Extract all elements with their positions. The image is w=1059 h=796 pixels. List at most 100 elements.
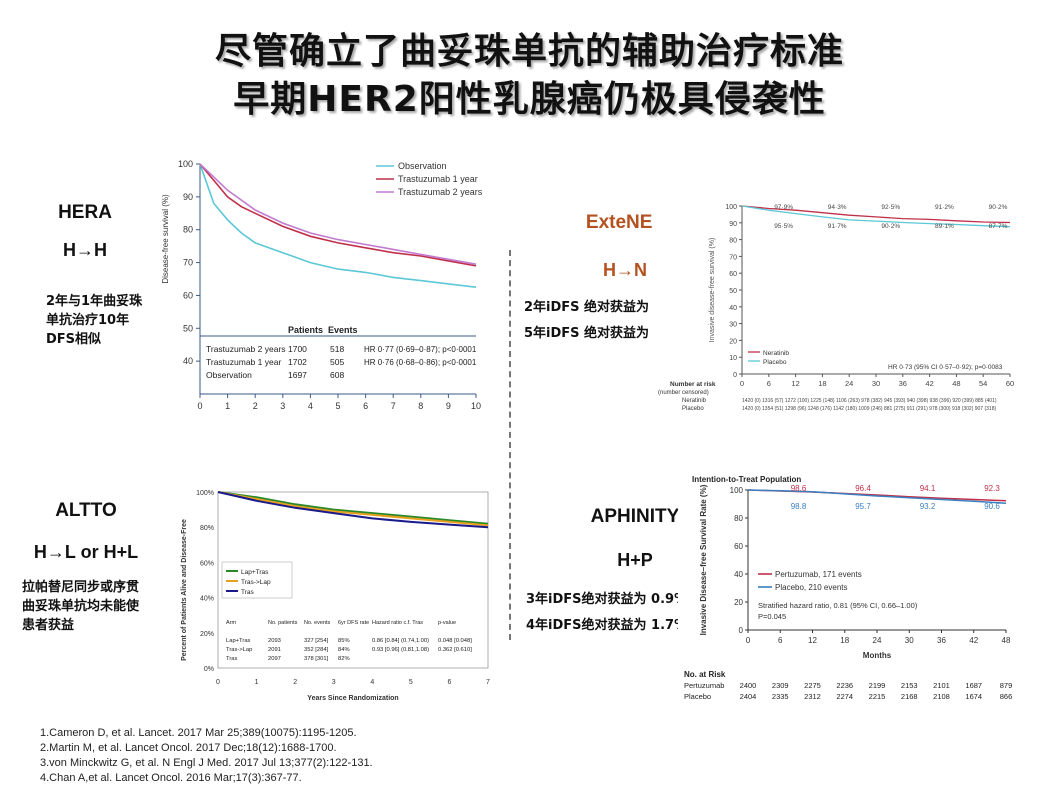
altto-table-cell: 84%: [338, 647, 350, 653]
altto-table-cell: Lap+Tras: [226, 638, 251, 644]
hera-table-patients: 1697: [288, 370, 307, 380]
aphinity-x-tick-label: 6: [778, 636, 783, 645]
extenet-placebo-value: 95·5%: [774, 223, 793, 230]
extenet-hr-text: HR 0·73 (95% CI 0·57–0·92); p=0·0083: [888, 364, 1003, 371]
extenet-risk-title: Number at risk: [670, 381, 716, 388]
hera-x-tick-label: 5: [335, 401, 340, 411]
hera-y-tick-label: 90: [183, 192, 193, 202]
altto-table-header: p-value: [438, 620, 456, 626]
extenet-chart-bg: [652, 194, 1032, 426]
hera-table-events: 505: [330, 357, 344, 367]
extenet-legend-label: Neratinib: [763, 350, 789, 357]
hera-y-axis-label: Disease-free survival (%): [161, 194, 170, 284]
hera-y-tick-label: 60: [183, 290, 193, 300]
aphinity-note-2: 4年iDFS绝对获益为 1.7%: [526, 618, 688, 633]
hera-label: HERA: [58, 202, 112, 223]
reference-item: 1.Cameron D, et al. Lancet. 2017 Mar 25;…: [40, 727, 357, 739]
altto-x-tick-label: 1: [255, 679, 259, 686]
hera-x-tick-label: 9: [446, 401, 451, 411]
extenet-neratinib-value: 90·2%: [989, 204, 1008, 211]
extenet-risk-label: Neratinib: [682, 398, 707, 404]
aphinity-legend-label: Pertuzumab, 171 events: [775, 570, 862, 579]
altto-x-tick-label: 0: [216, 679, 220, 686]
hera-x-tick-label: 2: [253, 401, 258, 411]
aphinity-label: APHINITY: [590, 506, 680, 527]
hera-series-line: [199, 163, 477, 265]
hera-x-tick-label: 0: [197, 401, 202, 411]
extenet-risk-subtitle: (number censored): [658, 390, 709, 396]
references: 1.Cameron D, et al. Lancet. 2017 Mar 25;…: [40, 726, 373, 786]
extenet-neratinib-value: 97·9%: [774, 204, 793, 211]
hera-table-events: 608: [330, 370, 344, 380]
hera-series-line: [199, 163, 477, 288]
extenet-chart: 0 10 20 30 40 50 60 70 80 90 100 0 6 12 18 24 30 36 42 48 54…: [652, 194, 1032, 426]
aphinity-chart: Intention-to-Treat Population02040608010…: [678, 470, 1028, 708]
hera-series-line: [199, 163, 477, 267]
extenet-x-tick-label: 12: [791, 379, 799, 388]
aphinity-x-tick-label: 0: [746, 636, 751, 645]
hera-legend-label: Trastuzumab 1 year: [398, 174, 478, 184]
hera-table-arm: Observation: [206, 370, 252, 380]
aphinity-arm: H+P: [617, 550, 653, 570]
altto-table-cell: 2097: [268, 656, 281, 662]
aphinity-risk-value: 2400: [740, 681, 757, 690]
altto-legend-label: Tras->Lap: [241, 579, 271, 586]
altto-x-tick-label: 6: [447, 679, 451, 686]
extenet-neratinib-value: 94·3%: [828, 204, 847, 211]
extenet-x-tick-label: 24: [845, 379, 853, 388]
hera-arm: H→H: [63, 240, 107, 260]
altto-y-tick-label: 100%: [196, 490, 214, 497]
altto-table-cell: 85%: [338, 638, 350, 644]
altto-table-header: Hazard ratio c.f. Tras: [372, 620, 423, 626]
hera-table-header: Events: [328, 325, 358, 335]
extenet-legend-label: Placebo: [763, 359, 787, 366]
extenet-y-tick-label: 80: [729, 238, 737, 245]
extenet-x-tick-label: 18: [818, 379, 826, 388]
hera-table-arm: Trastuzumab 1 year: [206, 357, 281, 367]
aphinity-pertuzumab-value: 94.1: [920, 484, 936, 493]
altto-series-line: [217, 491, 489, 529]
extenet-y-tick-label: 20: [729, 338, 737, 345]
extenet-x-tick-label: 60: [1006, 379, 1014, 388]
altto-legend-label: Lap+Tras: [241, 569, 269, 576]
aphinity-risk-value: 2274: [836, 692, 853, 701]
extenet-y-tick-label: 90: [729, 221, 737, 228]
aphinity-risk-value: 2168: [901, 692, 918, 701]
extenet-y-tick-label: 40: [729, 305, 737, 312]
altto-y-tick-label: 0%: [204, 666, 214, 673]
aphinity-risk-value: 2404: [740, 692, 757, 701]
aphinity-risk-value: 2275: [804, 681, 821, 690]
aphinity-y-axis-label: Invasive Disease–free Survival Rate (%): [699, 484, 708, 635]
altto-table-header: No. patients: [268, 620, 298, 626]
extenet-y-tick-label: 10: [729, 355, 737, 362]
hera-x-tick-label: 6: [363, 401, 368, 411]
aphinity-pertuzumab-value: 98.6: [791, 484, 807, 493]
extenet-series-line: [741, 205, 1011, 228]
aphinity-y-tick-label: 0: [739, 626, 744, 635]
extenet-note-1: 2年iDFS 绝对获益为 2.3%: [524, 300, 690, 315]
extenet-y-tick-label: 0: [733, 372, 737, 379]
aphinity-x-tick-label: 24: [873, 636, 882, 645]
aphinity-risk-value: 2215: [869, 692, 886, 701]
hera-legend-label: Trastuzumab 2 years: [398, 187, 483, 197]
altto-note-line: 患者获益: [22, 618, 75, 633]
hera-table-patients: 1700: [288, 344, 307, 354]
extenet-x-tick-label: 6: [767, 379, 771, 388]
altto-y-axis-label: Percent of Patients Alive and Disease-Fr…: [181, 519, 188, 661]
extenet-note-2: 5年iDFS 绝对获益为 2.5%: [524, 326, 690, 341]
altto-table-cell: 0.86 [0.84] (0.74,1.00): [372, 638, 429, 644]
hera-table-events: 518: [330, 344, 344, 354]
aphinity-stats-p: P=0.045: [758, 612, 786, 621]
extenet-y-tick-label: 100: [725, 204, 737, 211]
aphinity-risk-label: Placebo: [684, 692, 711, 701]
aphinity-y-tick-label: 40: [734, 570, 743, 579]
altto-y-tick-label: 40%: [200, 596, 214, 603]
aphinity-risk-title: No. at Risk: [684, 670, 726, 679]
hera-note-line: 单抗治疗10年: [46, 313, 130, 328]
hera-table-arm: Trastuzumab 2 years: [206, 344, 286, 354]
altto-table-cell: 327 [254]: [304, 638, 329, 644]
reference-item: 4.Chan A,et al. Lancet Oncol. 2016 Mar;1…: [40, 772, 302, 784]
altto-y-tick-label: 80%: [200, 525, 214, 532]
altto-legend-label: Tras: [241, 589, 255, 596]
title-line-1: 尽管确立了曲妥珠单抗的辅助治疗标准: [214, 31, 844, 72]
